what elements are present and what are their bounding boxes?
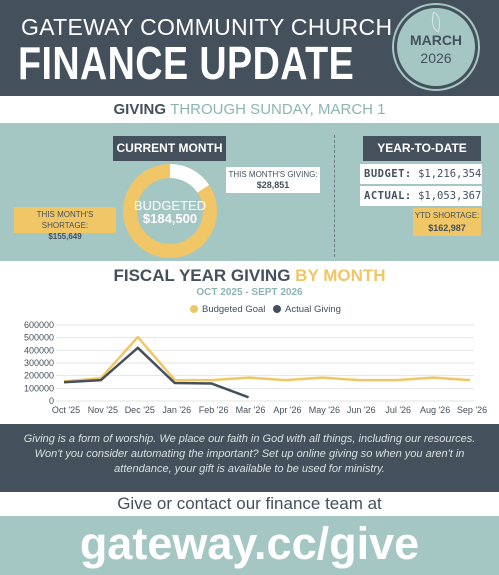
ytd-shortage-label: YTD SHORTAGE: [414, 211, 480, 220]
giving-quote: Giving is a form of worship. We place ou… [0, 424, 499, 492]
ytd-actual-value: $1,053,367 [418, 190, 482, 202]
summary-section: CURRENT MONTH YEAR-TO-DATE BUDGETED $184… [0, 123, 499, 261]
x-tick-label: Jul '26 [385, 405, 411, 415]
donut-given-arc [123, 164, 217, 258]
current-month-heading: CURRENT MONTH [113, 136, 226, 161]
chart-title: FISCAL YEAR GIVING BY MONTH [0, 266, 499, 286]
budgeted-value: $184,500 [142, 211, 198, 226]
y-tick-label: 300000 [24, 358, 54, 368]
ytd-heading: YEAR-TO-DATE [363, 136, 481, 161]
ytd-budget-label: BUDGET: [364, 168, 412, 180]
badge-month: MARCH [409, 32, 463, 48]
x-tick-label: Apr '26 [273, 405, 301, 415]
x-tick-label: Sep '26 [457, 405, 487, 415]
leaf-icon [427, 11, 445, 33]
month-giving-value: $28,851 [256, 180, 290, 190]
church-name: GATEWAY COMMUNITY CHURCH [21, 14, 393, 40]
legend-item-budgeted: Budgeted Goal [190, 304, 265, 315]
x-tick-label: Aug '26 [420, 405, 450, 415]
legend-label-budgeted: Budgeted Goal [202, 304, 266, 315]
badge-year: 2026 [420, 50, 452, 66]
giving-strip-rest: THROUGH SUNDAY, MARCH 1 [170, 101, 386, 118]
x-tick-label: Jun '26 [347, 405, 376, 415]
x-tick-label: Nov '25 [88, 405, 118, 415]
ytd-shortage-callout: YTD SHORTAGE: $162,987 [413, 208, 481, 236]
month-giving-label: THIS MONTH'S GIVING: [228, 170, 318, 179]
date-badge: MARCH 2026 [397, 8, 475, 86]
legend-dot-actual [273, 305, 281, 313]
ytd-actual-row: ACTUAL: $1,053,367 [360, 186, 482, 206]
divider [334, 135, 335, 257]
give-contact-line: Give or contact our finance team at [117, 494, 382, 513]
chart-section: 0 100000 200000 300000 400000 500000 600000 Oct… [0, 261, 499, 424]
chart-title-accent: BY MONTH [295, 266, 386, 285]
month-shortage-callout: THIS MONTH'S SHORTAGE: $155,649 [14, 207, 116, 241]
series-line-budgeted [63, 335, 471, 383]
giving-strip-bold: GIVING [113, 101, 167, 118]
x-tick-label: Mar '26 [236, 405, 266, 415]
x-tick-label: Feb '26 [199, 405, 229, 415]
y-tick-label: 200000 [24, 371, 54, 381]
ytd-budget-row: BUDGET: $1,216,354 [360, 164, 482, 184]
y-tick-label: 500000 [24, 333, 54, 343]
series-line-actual [63, 346, 249, 399]
budgeted-label: BUDGETED [133, 198, 207, 213]
month-shortage-label: THIS MONTH'S SHORTAGE: [36, 210, 94, 230]
x-tick-label: Jan '26 [162, 405, 191, 415]
y-tick-label: 0 [49, 396, 54, 406]
x-tick-label: Dec '25 [125, 405, 155, 415]
month-shortage-value: $155,649 [48, 232, 82, 241]
ytd-shortage-value: $162,987 [428, 223, 466, 233]
x-tick-label: Oct '25 [52, 405, 80, 415]
y-tick-label: 100000 [24, 383, 54, 393]
budget-donut [120, 161, 220, 261]
chart-title-main: FISCAL YEAR GIVING [113, 266, 291, 285]
ytd-actual-label: ACTUAL: [364, 190, 412, 202]
y-tick-label: 600000 [24, 320, 54, 330]
month-giving-callout: THIS MONTH'S GIVING: $28,851 [226, 167, 320, 193]
legend-item-actual: Actual Giving [273, 304, 341, 315]
header: GATEWAY COMMUNITY CHURCH FINANCE UPDATE … [0, 0, 499, 96]
give-url[interactable]: gateway.cc/give [0, 516, 499, 575]
legend-dot-budgeted [190, 305, 198, 313]
ytd-budget-value: $1,216,354 [418, 168, 482, 180]
page-title: FINANCE UPDATE [18, 37, 355, 89]
giving-line-chart: 0 100000 200000 300000 400000 500000 600000 Oct… [24, 320, 487, 415]
y-tick-label: 400000 [24, 345, 54, 355]
x-tick-label: May '26 [309, 405, 340, 415]
chart-subtitle: OCT 2025 - SEPT 2026 [196, 287, 303, 298]
giving-strip: GIVING THROUGH SUNDAY, MARCH 1 [0, 96, 499, 123]
legend-label-actual: Actual Giving [285, 304, 341, 315]
